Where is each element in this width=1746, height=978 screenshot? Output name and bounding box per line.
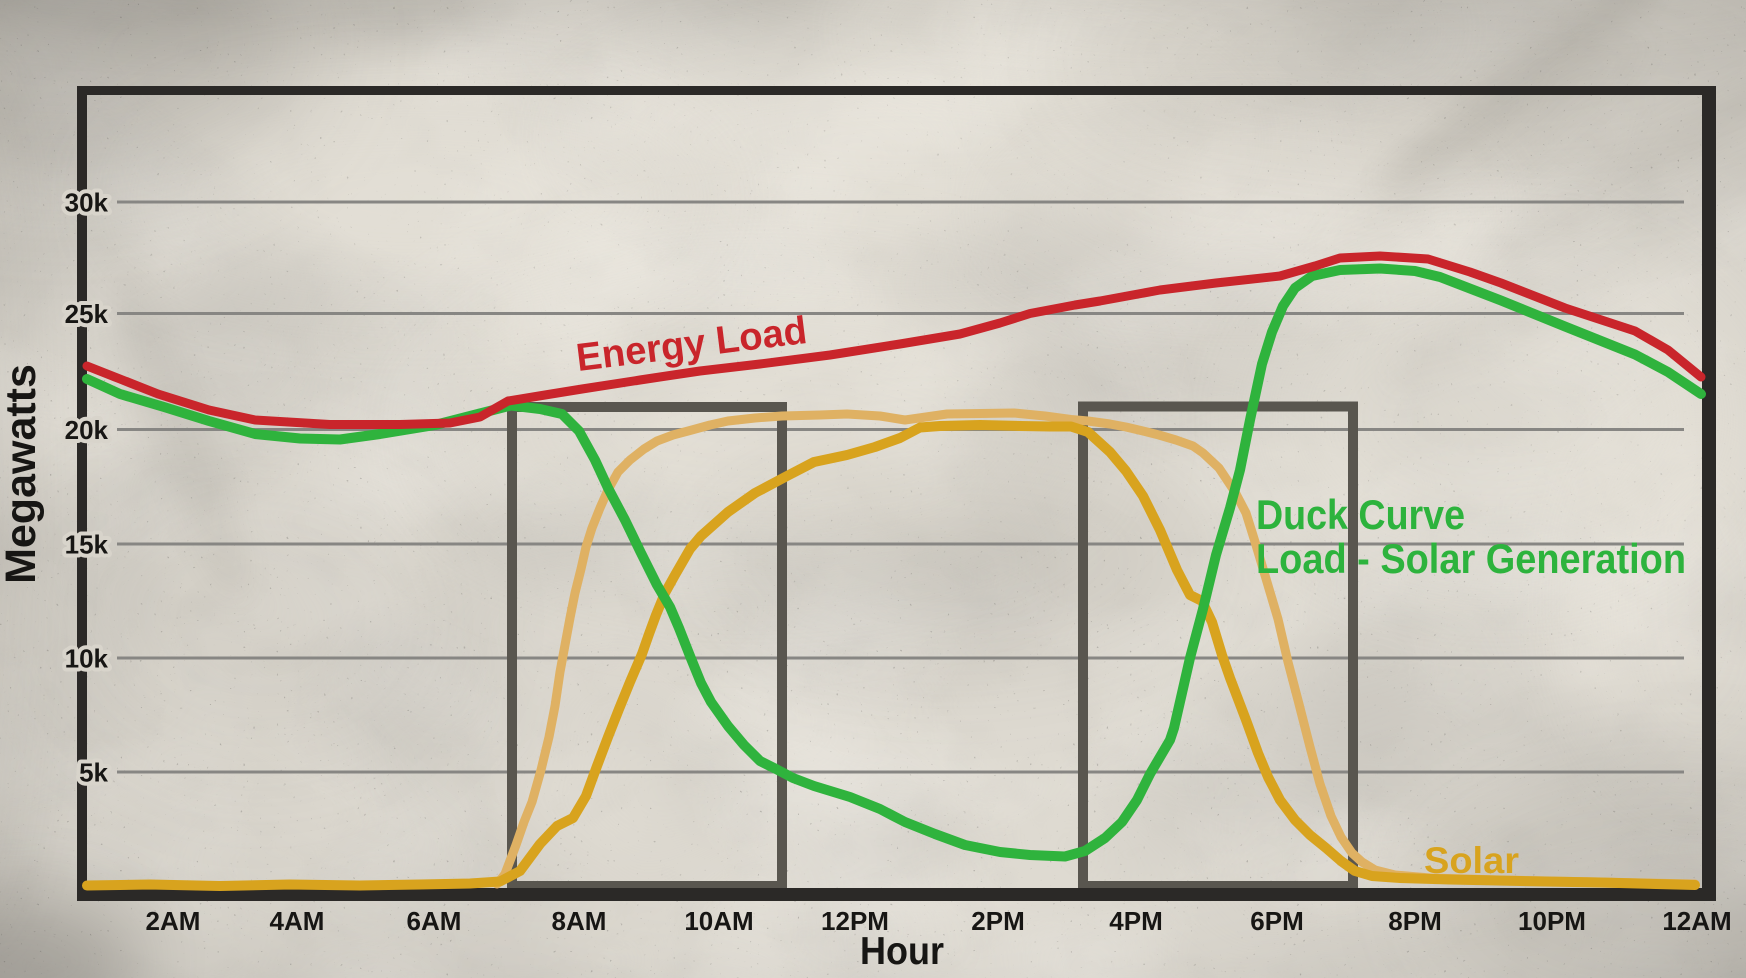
svg-text:12PM: 12PM (821, 906, 889, 936)
svg-text:15k: 15k (65, 529, 109, 559)
svg-text:4AM: 4AM (270, 906, 325, 936)
svg-text:6PM: 6PM (1250, 906, 1303, 936)
svg-text:10AM: 10AM (684, 906, 753, 936)
svg-text:10k: 10k (65, 643, 109, 673)
svg-text:8PM: 8PM (1388, 906, 1441, 936)
svg-text:30k: 30k (65, 187, 109, 217)
svg-text:20k: 20k (65, 415, 109, 445)
svg-text:Megawatts: Megawatts (0, 364, 45, 584)
svg-text:Duck Curve: Duck Curve (1256, 491, 1465, 538)
svg-text:2AM: 2AM (146, 906, 201, 936)
svg-text:5k: 5k (79, 757, 108, 787)
svg-text:Load - Solar Generation: Load - Solar Generation (1256, 535, 1686, 582)
svg-text:10PM: 10PM (1518, 906, 1586, 936)
svg-text:Hour: Hour (860, 930, 944, 973)
svg-text:2PM: 2PM (971, 906, 1024, 936)
svg-text:12AM: 12AM (1662, 906, 1731, 936)
svg-text:8AM: 8AM (552, 906, 607, 936)
svg-text:Solar: Solar (1424, 840, 1519, 881)
svg-text:25k: 25k (65, 299, 109, 329)
svg-text:6AM: 6AM (407, 906, 462, 936)
svg-text:4PM: 4PM (1109, 906, 1162, 936)
